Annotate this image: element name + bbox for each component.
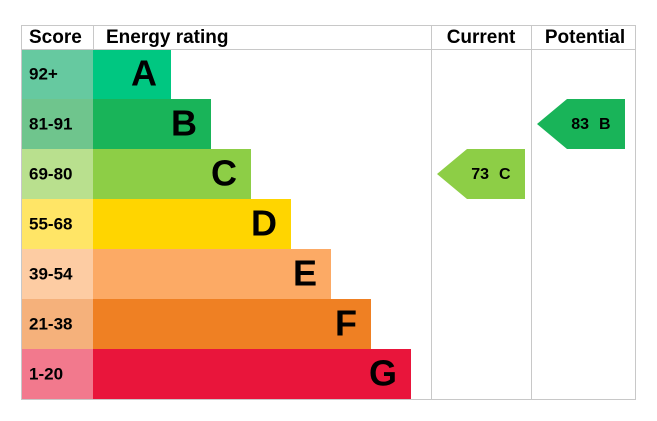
rating-bar: [93, 199, 291, 249]
header-current: Current: [447, 27, 516, 48]
score-label: 21-38: [29, 314, 72, 333]
potential-arrow: [537, 99, 625, 149]
frame: [21, 25, 636, 400]
rating-bar: [93, 349, 411, 399]
score-cell: [21, 49, 93, 99]
rating-bar: [93, 249, 331, 299]
rating-bar: [93, 99, 211, 149]
rating-letter: F: [335, 303, 357, 344]
current-letter: C: [499, 166, 511, 183]
rating-bar: [93, 299, 371, 349]
header-rating: Energy rating: [106, 27, 228, 48]
header-potential: Potential: [545, 27, 625, 48]
current-arrow: [437, 149, 525, 199]
score-label: 81-91: [29, 114, 72, 133]
score-label: 39-54: [29, 264, 73, 283]
potential-value: 83: [571, 116, 589, 133]
header-score: Score: [29, 27, 82, 48]
score-cell: [21, 249, 93, 299]
score-cell: [21, 299, 93, 349]
rating-bar: [93, 49, 171, 99]
score-label: 55-68: [29, 214, 72, 233]
score-cell: [21, 99, 93, 149]
score-cell: [21, 149, 93, 199]
current-value: 73: [471, 166, 489, 183]
rating-bar: [93, 149, 251, 199]
potential-letter: B: [599, 116, 611, 133]
score-cell: [21, 349, 93, 399]
table-frame: [21, 25, 636, 400]
score-cell: [21, 199, 93, 249]
score-label: 69-80: [29, 164, 72, 183]
rating-letter: A: [131, 53, 157, 94]
rating-letter: G: [369, 353, 397, 394]
rating-letter: D: [251, 203, 277, 244]
rating-letter: C: [211, 153, 237, 194]
score-label: 92+: [29, 64, 58, 83]
rating-letter: E: [293, 253, 317, 294]
rating-letter: B: [171, 103, 197, 144]
score-label: 1-20: [29, 364, 63, 383]
